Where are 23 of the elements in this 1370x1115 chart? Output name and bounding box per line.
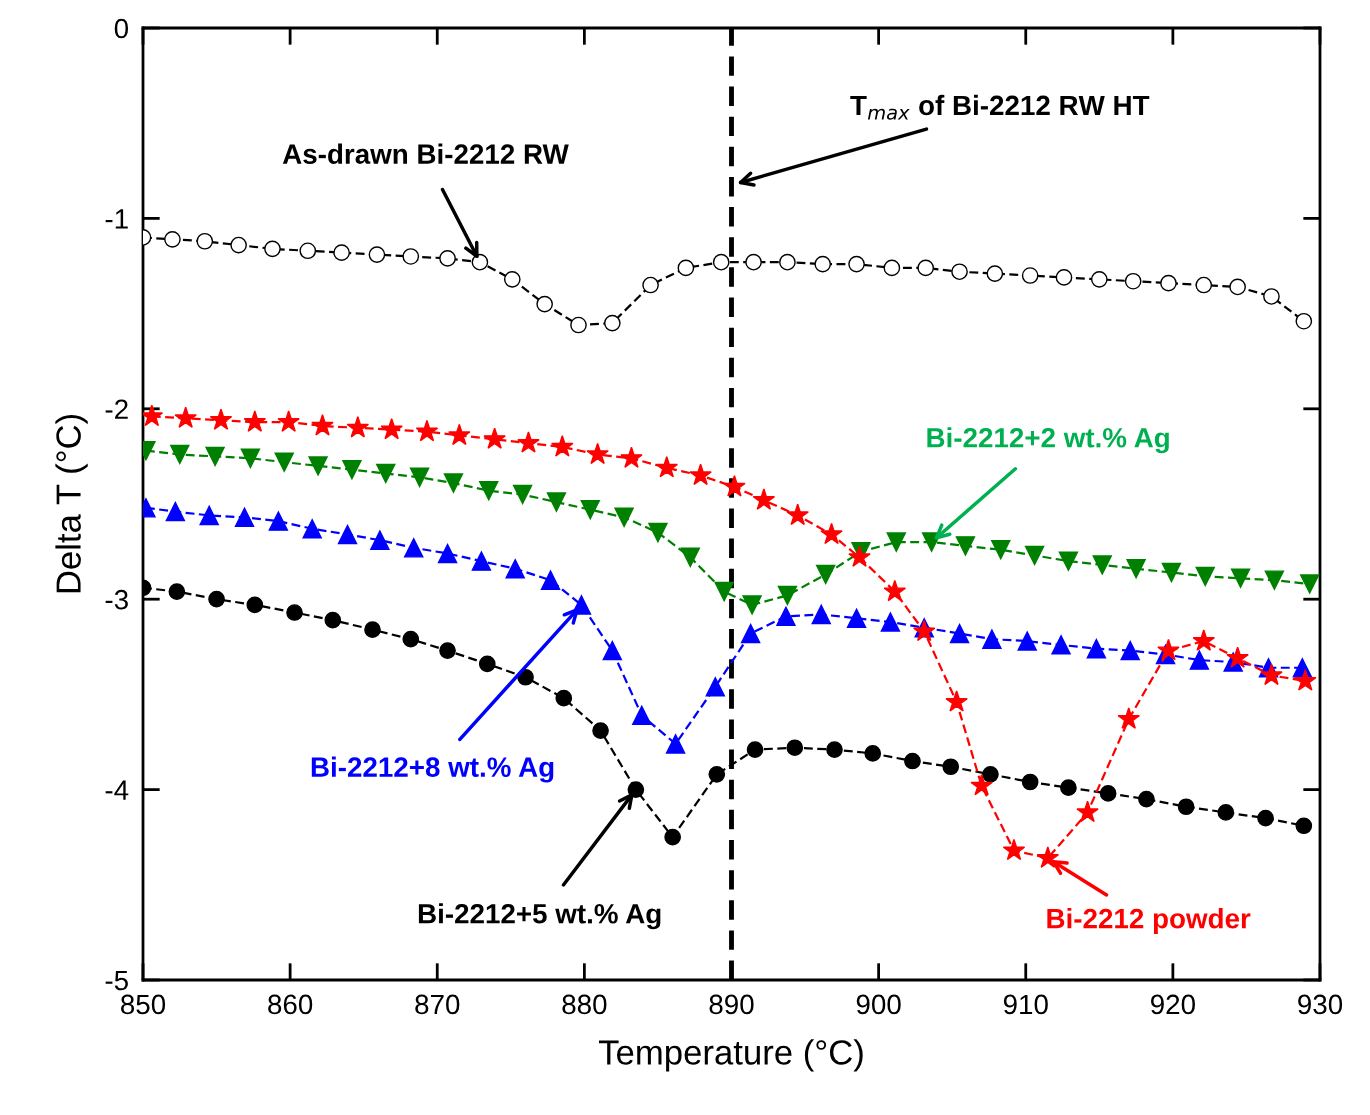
x-tick-label: 850 [121, 994, 166, 1015]
x-tick-label: 910 [1003, 994, 1048, 1015]
annotation: Bi-2212+8 wt.% Ag [311, 756, 554, 783]
x-tick-label: 900 [856, 994, 901, 1015]
y-tick-label: -4 [105, 780, 129, 800]
y-tick-label: -2 [105, 399, 128, 419]
x-tick-label: 890 [709, 994, 754, 1015]
x-tick-label: 920 [1151, 994, 1195, 1015]
annotation: Bi-2212+5 wt.% Ag [418, 903, 661, 930]
x-axis-title: Temperature (°C) [598, 1039, 863, 1072]
x-tick-label: 860 [268, 994, 313, 1015]
y-tick-label: -3 [105, 589, 128, 610]
annotation: Bi-2212+2 wt.% Ag [927, 427, 1169, 454]
y-tick-label: 0 [114, 18, 129, 39]
annotation: Bi-2212 powder [1047, 908, 1251, 934]
x-tick-label: 930 [1298, 994, 1343, 1015]
ref-line-label: T$_{max}$ of Bi-2212 RW HT [850, 94, 1150, 120]
y-axis-title: Delta T (°C) [55, 414, 88, 593]
y-tick-label: -1 [105, 209, 128, 229]
x-tick-label: 880 [562, 994, 607, 1015]
y-tick-label: -5 [105, 970, 128, 991]
x-tick-label: 870 [415, 994, 460, 1015]
annotation: As-drawn Bi-2212 RW [282, 143, 569, 164]
